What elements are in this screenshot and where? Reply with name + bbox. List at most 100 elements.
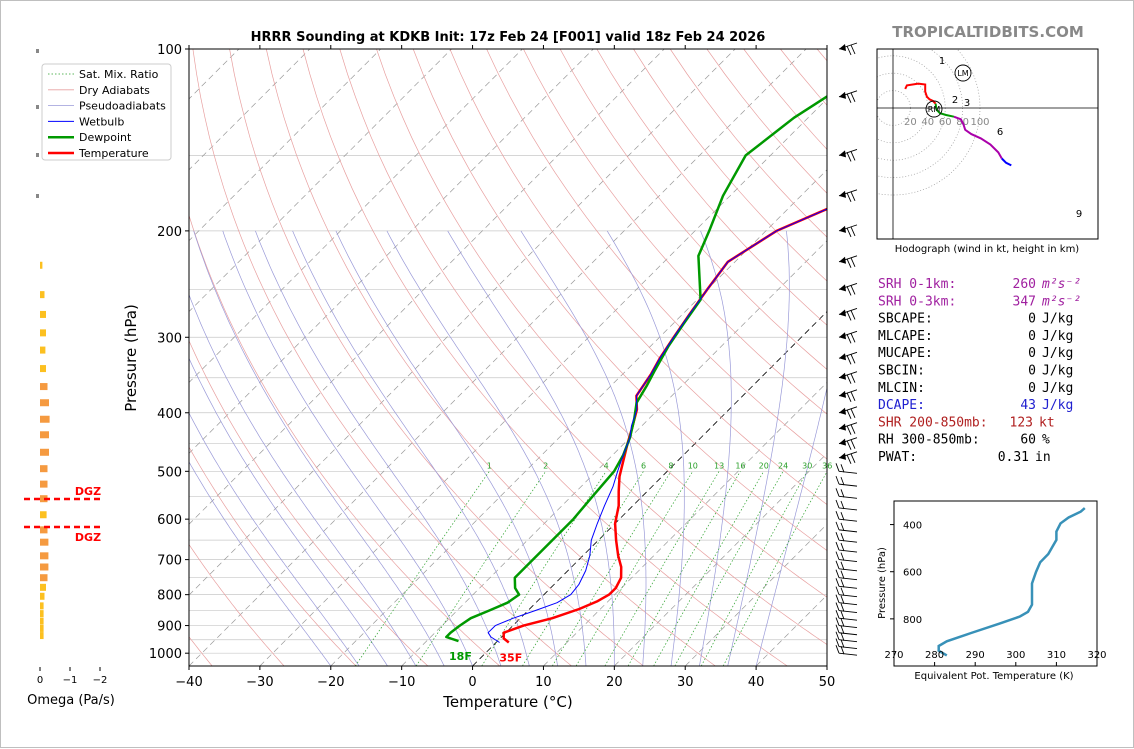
wind-barb-feather — [851, 151, 855, 160]
theta-e-xlabel: Equivalent Pot. Temperature (K) — [914, 671, 1073, 682]
index-value: 347 — [1013, 294, 1036, 309]
y-tick-label: 200 — [157, 225, 182, 240]
wind-barb-flag — [839, 373, 846, 380]
wind-barb — [836, 463, 857, 473]
index-label: SHR 200-850mb: — [878, 415, 988, 430]
theta-e-y-tick-label: 600 — [903, 568, 922, 579]
omega-bar — [40, 449, 49, 456]
wind-barb-flag — [839, 44, 846, 51]
omega-bar — [40, 602, 44, 609]
profile-wetbulb — [488, 49, 1134, 643]
x-tick-label: 20 — [606, 675, 623, 690]
wind-barb-staff — [839, 550, 857, 552]
wind-barb-feather — [841, 604, 844, 612]
wind-barb-feather — [836, 603, 839, 611]
index-unit: kt — [1039, 415, 1055, 430]
mixing-ratio-label: 13 — [714, 461, 724, 470]
wind-barb — [839, 390, 857, 402]
wind-barb-feather — [836, 532, 839, 540]
omega-bar — [40, 399, 49, 406]
index-label: SRH 0-1km: — [878, 277, 956, 292]
wind-barb-feather — [847, 259, 851, 268]
wind-barb-feather — [841, 596, 844, 604]
wind-barb — [836, 500, 857, 510]
wind-barb-staff — [839, 540, 857, 542]
mixing-ratio-label: 2 — [543, 461, 548, 470]
mixing-ratio-label: 36 — [822, 461, 832, 470]
wind-barb-feather — [847, 334, 851, 343]
wind-barb-staff — [839, 519, 857, 521]
wind-barb-flag — [839, 226, 846, 233]
mixing-ratio-line — [416, 471, 546, 666]
wind-barb-feather — [836, 511, 839, 519]
wind-barb-feather — [851, 392, 855, 401]
mixing-ratio-label: 8 — [668, 461, 673, 470]
mixing-ratio-label: 4 — [604, 461, 609, 470]
index-unit: J/kg — [1042, 346, 1073, 361]
wind-barb-feather — [841, 611, 844, 619]
hodograph-ring-label: 60 — [939, 117, 952, 128]
wind-barb-flag — [839, 332, 846, 339]
index-unit: J/kg — [1042, 398, 1073, 413]
omega-bar — [40, 610, 44, 617]
wind-barb — [839, 438, 857, 450]
wind-barb — [839, 190, 857, 202]
wind-barb-feather — [847, 193, 851, 202]
wind-barb — [836, 578, 857, 588]
omega-x-tick-label: 0 — [37, 675, 43, 686]
brand-logo: TROPICALTIDBITS.COM — [892, 23, 1084, 41]
hodograph-height-label: 1 — [939, 56, 945, 67]
hodograph-height-label: 3 — [964, 98, 970, 109]
theta-e-x-tick-label: 320 — [1087, 650, 1106, 661]
skewt-ylabel: Pressure (hPa) — [122, 304, 140, 412]
wind-barb-feather — [851, 285, 855, 294]
index-value: 0 — [1028, 329, 1036, 344]
wind-barb-flag — [839, 453, 846, 460]
mixing-ratio-line — [723, 471, 827, 666]
skewt-xlabel: Temperature (°C) — [442, 693, 572, 711]
index-unit: m²s⁻² — [1041, 294, 1081, 309]
wind-barb-feather — [847, 228, 851, 237]
legend-label: Dewpoint — [79, 131, 132, 144]
isotherm — [189, 49, 806, 666]
omega-x-tick-label: −2 — [93, 675, 108, 686]
index-value: 0 — [1028, 364, 1036, 379]
y-tick-label: 600 — [157, 513, 182, 528]
omega-bar — [40, 465, 48, 472]
index-unit: J/kg — [1042, 312, 1073, 327]
wind-barb-feather — [841, 626, 844, 634]
wind-barb-feather — [847, 286, 851, 295]
hodograph-height-label: 6 — [997, 127, 1003, 138]
dry-adiabat — [303, 49, 787, 666]
wind-barb — [839, 407, 857, 419]
wind-barb-feather — [841, 562, 844, 570]
hodograph-ring-label: 20 — [904, 117, 917, 128]
x-tick-label: −40 — [175, 675, 202, 690]
wind-barb-feather — [841, 464, 844, 472]
wind-barb-feather — [847, 441, 851, 450]
omega-tick-marker — [36, 194, 39, 198]
dry-adiabat — [780, 49, 1134, 666]
index-value: 43 — [1020, 398, 1036, 413]
mixing-ratio-label: 1 — [487, 461, 492, 470]
omega-bar — [40, 347, 45, 354]
wind-barb-staff — [839, 586, 857, 588]
theta-e-y-tick-label: 400 — [903, 521, 922, 532]
wind-barb-feather — [841, 553, 844, 561]
wind-barb-feather — [841, 523, 844, 531]
omega-bar — [40, 311, 46, 318]
wind-barb-staff — [839, 508, 857, 510]
wind-barb-feather — [836, 610, 839, 618]
mixing-ratio-line — [522, 471, 643, 666]
y-tick-label: 800 — [157, 589, 182, 604]
x-tick-label: 10 — [535, 675, 552, 690]
wind-barb — [836, 488, 857, 498]
mixing-ratio-line — [552, 471, 671, 666]
wind-barb-flag — [839, 439, 846, 446]
